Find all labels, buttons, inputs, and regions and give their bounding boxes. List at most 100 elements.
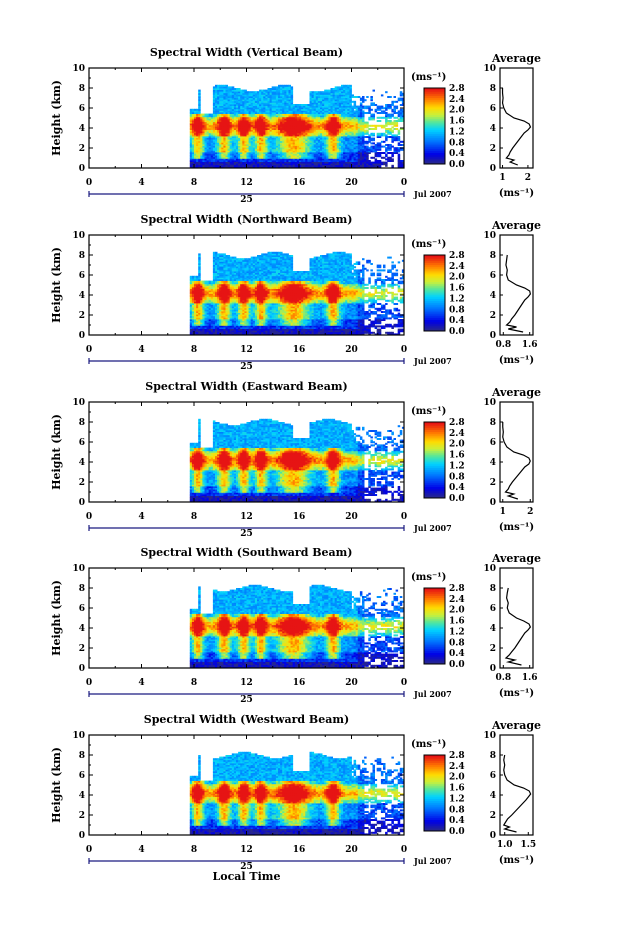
heatmap-cell [233, 94, 237, 97]
heatmap-cell [267, 158, 270, 161]
heatmap-cell [332, 129, 336, 132]
heatmap-cell [223, 161, 226, 164]
heatmap-cell [355, 145, 359, 148]
heatmap-cell [370, 115, 373, 118]
heatmap-cell [334, 116, 338, 119]
heatmap-cell [370, 134, 373, 137]
heatmap-cell [343, 139, 346, 142]
heatmap-cell [359, 142, 363, 145]
heatmap-cell [343, 104, 346, 106]
heatmap-cell [189, 158, 193, 161]
heatmap-cell [189, 134, 193, 137]
heatmap-cell [208, 161, 212, 164]
heatmap-cell [275, 100, 279, 103]
heatmap-cell [397, 136, 401, 138]
heatmap-cell [238, 102, 241, 105]
heatmap-cell [313, 163, 317, 166]
heatmap-cell [254, 161, 258, 164]
heatmap-cell [219, 96, 222, 98]
heatmap-cell [217, 99, 220, 102]
heatmap-cell [212, 88, 216, 90]
heatmap-cell [359, 105, 363, 108]
heatmap-cell [353, 147, 357, 150]
heatmap-cell [341, 120, 344, 122]
heatmap-cell [223, 108, 226, 111]
heatmap-cell [263, 132, 266, 135]
heatmap-cell [250, 132, 254, 135]
heatmap-cell [343, 108, 346, 111]
heatmap-cell [242, 115, 245, 118]
heatmap-cell [215, 164, 218, 167]
heatmap-cell [326, 118, 329, 121]
heatmap-cell [242, 104, 245, 106]
heatmap-cell [248, 132, 252, 135]
heatmap-cell [334, 132, 338, 135]
heatmap-cell [357, 134, 361, 137]
heatmap-cell [254, 105, 258, 108]
heatmap-cell [322, 99, 325, 102]
heatmap-cell [343, 110, 346, 113]
heatmap-cell [238, 105, 241, 108]
heatmap-cell [227, 107, 231, 110]
heatmap-cell [317, 115, 321, 118]
heatmap-cell [223, 153, 226, 156]
heatmap-cell [282, 145, 285, 148]
heatmap-cell [353, 152, 357, 154]
heatmap-cell [368, 134, 371, 137]
heatmap-cell [309, 155, 312, 158]
heatmap-cell [225, 123, 228, 126]
heatmap-cell [326, 89, 329, 92]
heatmap-cell [225, 108, 228, 111]
heatmap-cell [200, 160, 203, 162]
heatmap-cell [326, 131, 329, 134]
heatmap-cell [305, 147, 308, 150]
heatmap-cell [269, 104, 273, 106]
heatmap-cell [238, 139, 241, 142]
heatmap-cell [269, 132, 273, 135]
heatmap-cell [301, 139, 304, 142]
heatmap-cell [345, 92, 348, 95]
heatmap-cell [252, 156, 256, 159]
heatmap-cell [311, 115, 315, 118]
heatmap-cell [204, 129, 207, 132]
heatmap-cell [343, 150, 346, 153]
heatmap-cell [225, 121, 228, 124]
heatmap-cell [296, 152, 300, 154]
heatmap-cell [280, 113, 283, 116]
heatmap-cell [233, 112, 237, 114]
heatmap-cell [296, 145, 300, 148]
heatmap-cell [265, 94, 268, 97]
heatmap-cell [330, 116, 333, 119]
heatmap-cell [368, 108, 371, 111]
heatmap-cell [275, 108, 279, 111]
heatmap-cell [307, 137, 310, 140]
heatmap-cell [330, 92, 333, 95]
heatmap-cell [233, 92, 237, 95]
heatmap-cell [311, 124, 315, 127]
heatmap-cell [336, 148, 340, 151]
heatmap-cell [204, 116, 207, 119]
heatmap-cell [349, 115, 352, 118]
heatmap-cell [229, 100, 233, 103]
heatmap-cell [265, 161, 268, 164]
heatmap-cell [261, 148, 264, 151]
heatmap-cell [273, 121, 277, 124]
heatmap-cell [315, 136, 319, 138]
heatmap-cell [387, 132, 390, 135]
heatmap-cell [303, 129, 306, 132]
heatmap-cell [326, 91, 329, 94]
heatmap-cell [198, 112, 201, 114]
heatmap-cell [288, 102, 291, 105]
heatmap-cell [351, 140, 354, 143]
heatmap-cell [194, 160, 197, 162]
heatmap-cell [338, 105, 342, 108]
heatmap-cell [351, 126, 354, 129]
heatmap-cell [374, 152, 378, 154]
heatmap-cell [303, 139, 306, 142]
heatmap-cell [240, 156, 243, 159]
heatmap-cell [212, 112, 216, 114]
heatmap-cell [259, 148, 262, 151]
heatmap-cell [317, 99, 321, 102]
heatmap-cell [275, 120, 279, 122]
heatmap-cell [212, 128, 216, 130]
